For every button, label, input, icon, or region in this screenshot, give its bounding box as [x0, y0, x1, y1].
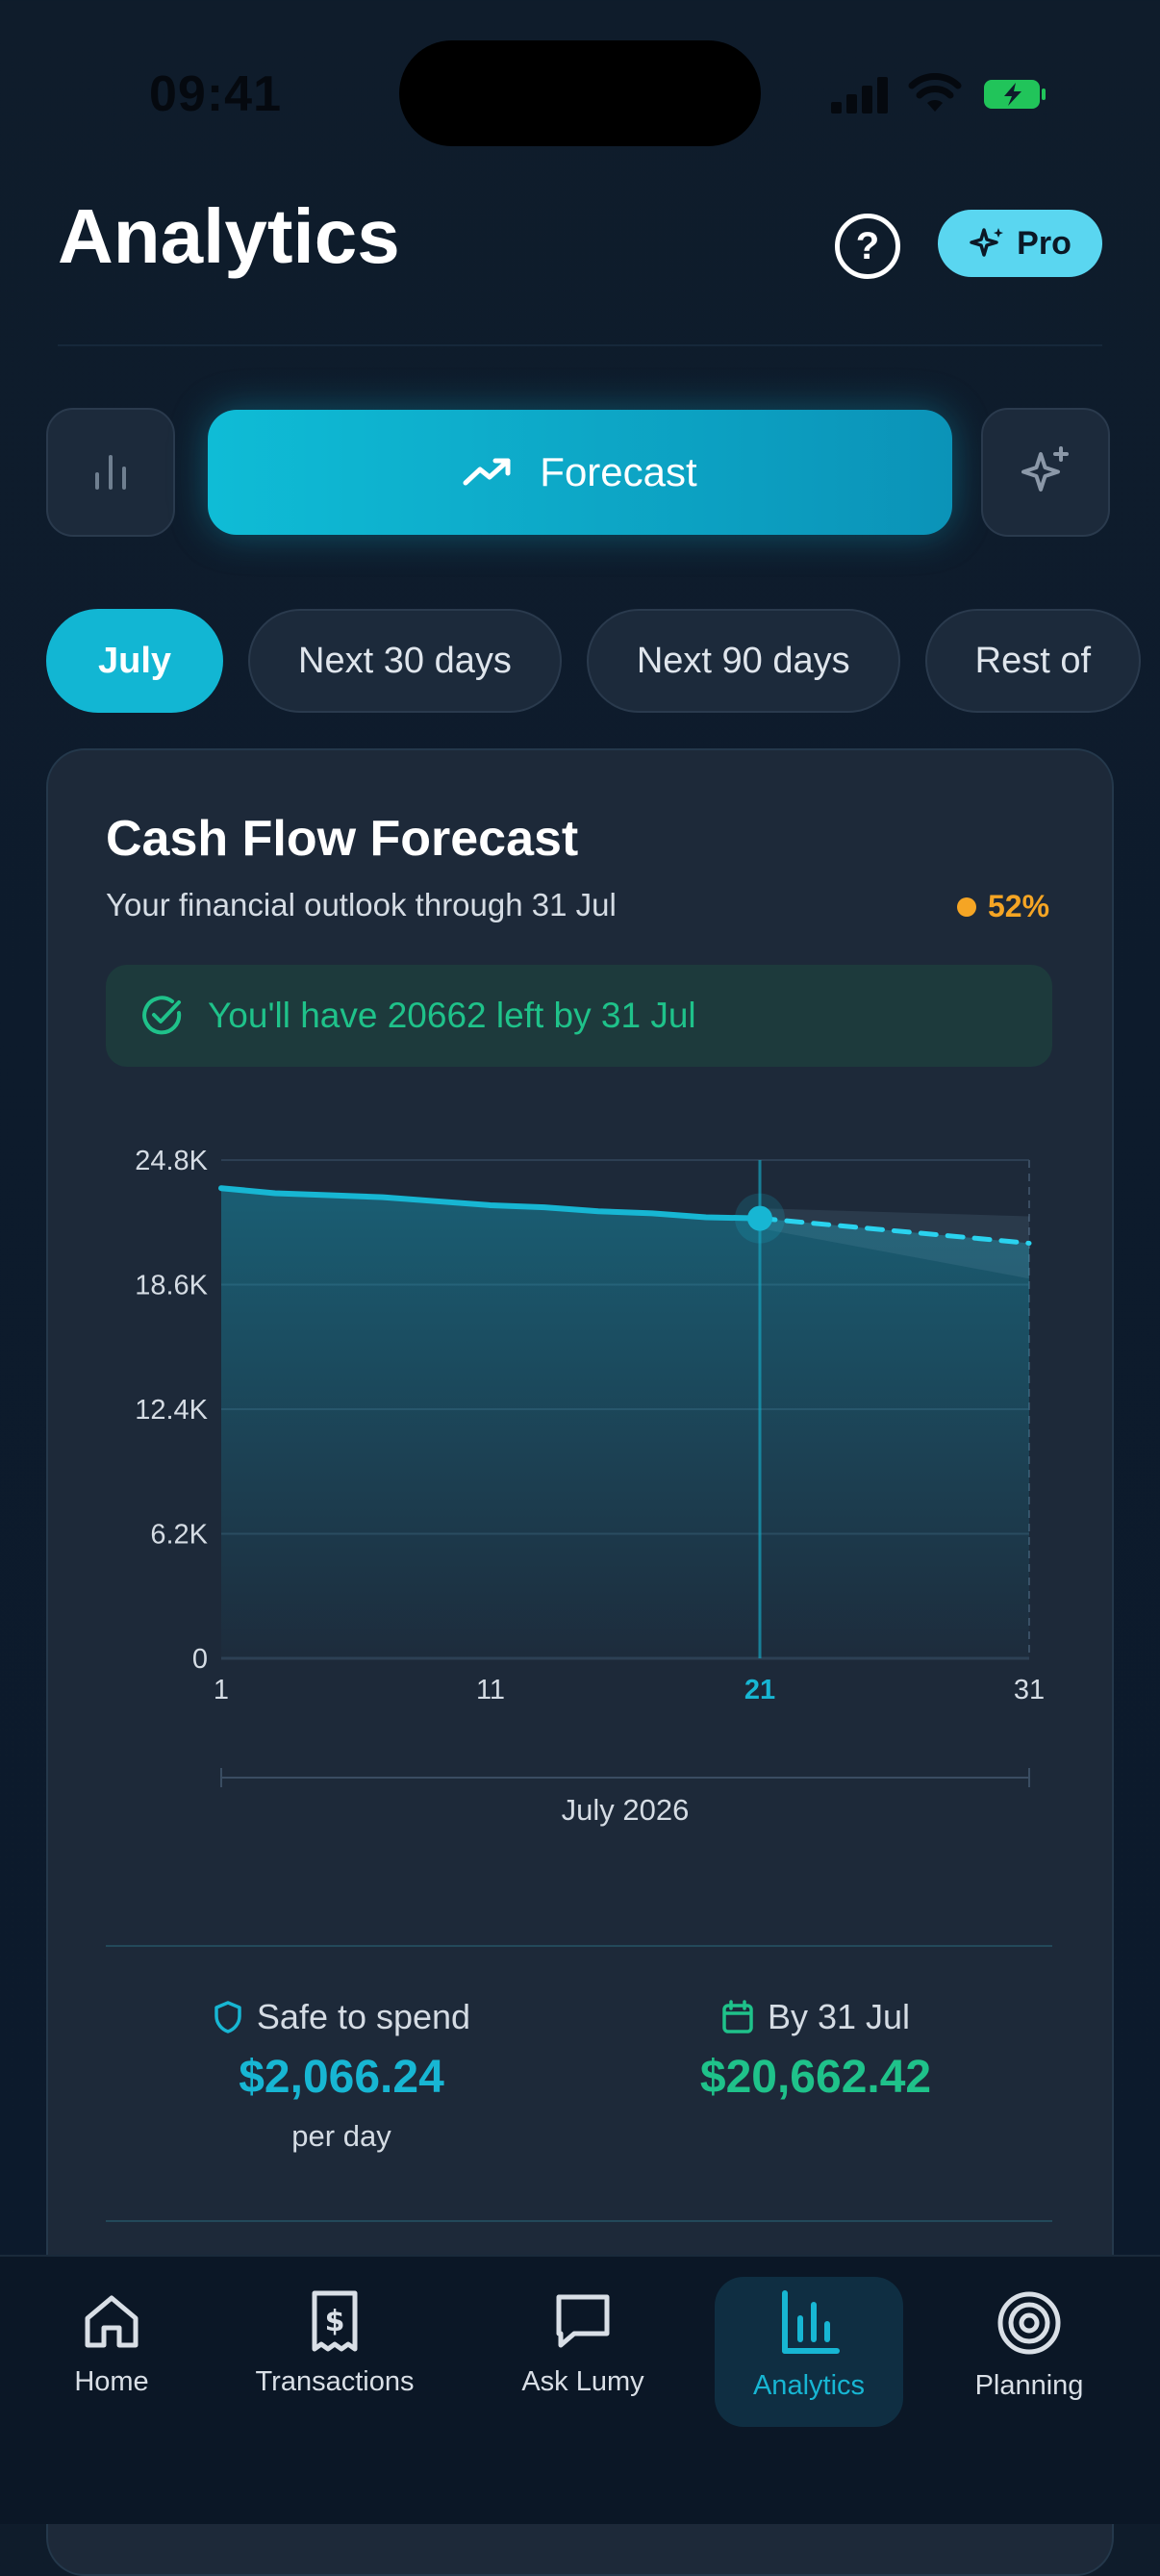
end-balance-stat: By 31 Jul $20,662.42 — [623, 1997, 1008, 2104]
target-icon — [997, 2291, 1061, 2355]
y-tick-label: 24.8K — [135, 1146, 208, 1176]
help-button[interactable]: ? — [835, 214, 900, 279]
card-subtitle: Your financial outlook through 31 Jul — [106, 887, 617, 922]
y-tick-label: 6.2K — [150, 1520, 208, 1551]
stats-divider — [106, 1945, 1052, 1947]
nav-item-planning[interactable]: Planning — [943, 2289, 1116, 2402]
period-chip-next-90-days[interactable]: Next 90 days — [586, 609, 900, 713]
today-point — [747, 1205, 772, 1231]
page-title: Analytics — [58, 193, 400, 279]
sparkles-icon — [970, 228, 1004, 257]
end-balance-label: By 31 Jul — [767, 1997, 911, 2036]
forecast-label: Forecast — [540, 449, 697, 494]
confidence-dot — [957, 897, 976, 917]
analytics-icon — [782, 2290, 840, 2354]
x-tick-label: 21 — [744, 1675, 775, 1705]
banner-text: You'll have 20662 left by 31 Jul — [208, 996, 696, 1035]
confidence-value: 52% — [988, 889, 1050, 923]
check-circle-icon — [142, 996, 182, 1035]
forecast-view-button[interactable]: Forecast — [208, 410, 952, 535]
wifi-icon — [908, 73, 962, 112]
status-time: 09:41 — [149, 66, 282, 122]
safe-to-spend-value: $2,066.24 — [239, 2052, 444, 2103]
safe-to-spend-stat: Safe to spend $2,066.24 per day — [149, 1997, 534, 2154]
y-tick-label: 18.6K — [135, 1271, 208, 1301]
nav-item-transactions[interactable]: $ Transactions — [248, 2289, 421, 2398]
period-chip-rest-of[interactable]: Rest of — [924, 609, 1142, 713]
overview-view-button[interactable] — [46, 408, 175, 537]
help-icon: ? — [855, 224, 880, 267]
actual-balance-line — [218, 1185, 763, 1222]
pro-button[interactable]: Pro — [938, 210, 1102, 277]
x-tick-label: 1 — [214, 1675, 229, 1705]
bottom-navigation — [0, 2255, 1160, 2524]
svg-text:$: $ — [325, 2305, 345, 2338]
chat-icon — [556, 2294, 610, 2348]
card-title: Cash Flow Forecast — [106, 811, 579, 867]
y-tick-label: 0 — [192, 1644, 208, 1675]
x-tick-label: 11 — [476, 1675, 505, 1705]
safe-to-spend-note: per day — [291, 2119, 391, 2153]
x-tick-label: 31 — [1014, 1675, 1045, 1705]
stats-bottom-divider — [106, 2220, 1052, 2222]
nav-label-planning: Planning — [974, 2370, 1084, 2401]
nav-item-analytics[interactable]: Analytics — [722, 2289, 895, 2402]
sparkles-icon — [1021, 446, 1069, 492]
nav-label-ask-lumy: Ask Lumy — [521, 2366, 644, 2397]
balance-area — [221, 1188, 1029, 1658]
forecast-banner: You'll have 20662 left by 31 Jul — [106, 965, 1052, 1067]
shield-icon — [214, 2001, 241, 2033]
nav-label-transactions: Transactions — [255, 2366, 415, 2397]
header-divider — [58, 344, 1102, 346]
dynamic-island — [399, 40, 761, 146]
nav-label-home: Home — [74, 2366, 149, 2397]
receipt-icon: $ — [312, 2290, 358, 2352]
pro-label: Pro — [1017, 224, 1072, 262]
confidence-badge: 52% — [957, 889, 1049, 924]
cellular-signal-icon — [831, 77, 888, 114]
nav-item-ask-lumy[interactable]: Ask Lumy — [496, 2289, 669, 2398]
nav-item-home[interactable]: Home — [25, 2289, 198, 2398]
period-label: July 2026 — [562, 1793, 690, 1827]
y-tick-label: 12.4K — [135, 1395, 208, 1426]
period-chip-next-30-days[interactable]: Next 30 days — [248, 609, 562, 713]
end-balance-value: $20,662.42 — [699, 2052, 932, 2103]
battery-icon — [984, 80, 1046, 109]
bar-chart-icon — [95, 455, 126, 490]
nav-label-analytics: Analytics — [752, 2370, 866, 2401]
period-chip-july[interactable]: July — [46, 609, 224, 713]
safe-to-spend-label: Safe to spend — [256, 1997, 471, 2036]
home-icon — [85, 2295, 139, 2348]
forecast-line — [757, 1216, 1032, 1246]
calendar-icon — [722, 2000, 753, 2033]
period-selector: July Next 30 days Next 90 days Rest of — [46, 609, 1142, 713]
ai-insights-button[interactable] — [981, 408, 1110, 537]
trending-up-icon — [463, 458, 511, 486]
